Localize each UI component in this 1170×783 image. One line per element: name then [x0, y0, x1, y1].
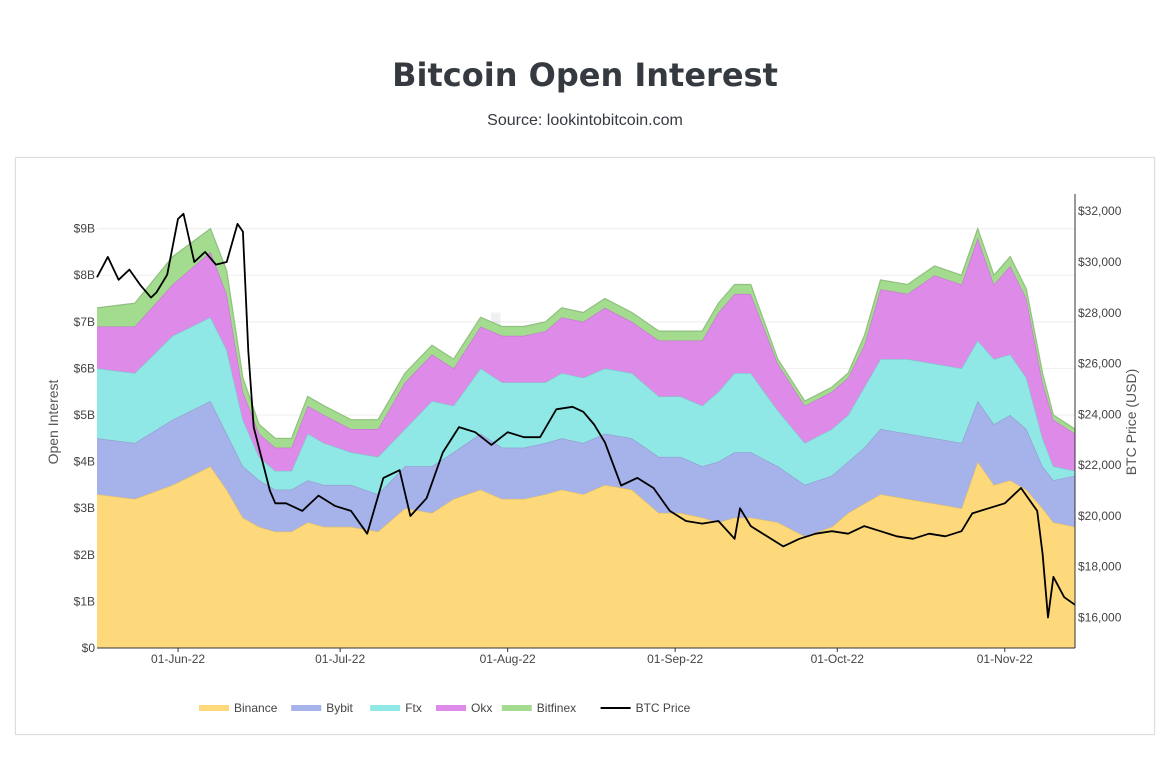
y-left-tick-label: $5B	[74, 408, 95, 422]
y-left-tick-label: $6B	[74, 361, 95, 375]
x-tick-label: 01-Jul-22	[315, 652, 365, 666]
legend-swatch-binance	[199, 705, 229, 711]
legend-item-bybit[interactable]: Bybit	[291, 701, 354, 715]
btc-price-layer	[96, 212, 1076, 619]
y-left-tick-label: $0	[82, 641, 96, 655]
chart-title: Bitcoin Open Interest	[392, 56, 778, 94]
axes: $0 $1B $2B $3B $4B $5B $6B $7B $8B $9B $16,000 $18,…	[74, 194, 1122, 666]
y-left-tick-label: $7B	[74, 315, 95, 329]
y-right-tick-label: $28,000	[1078, 306, 1122, 320]
stacked-areas	[96, 226, 1076, 648]
y-axis-left-title: Open Interest	[45, 379, 61, 464]
chart-subtitle: Source: lookintobitcoin.com	[487, 112, 683, 129]
legend-label-bitfinex: Bitfinex	[537, 701, 576, 715]
x-tick-label: 01-Oct-22	[811, 652, 865, 666]
x-tick-label: 01-Aug-22	[480, 652, 536, 666]
y-left-tick-label: $1B	[74, 594, 95, 608]
legend-item-okx[interactable]: Okx	[436, 701, 492, 715]
y-left-tick-label: $4B	[74, 455, 95, 469]
y-axis-right-title: BTC Price (USD)	[1123, 369, 1139, 476]
legend-item-bitfinex[interactable]: Bitfinex	[501, 701, 576, 715]
area-binance	[97, 461, 1075, 648]
y-right-tick-label: $22,000	[1078, 458, 1122, 472]
area-edge-bitfinex	[96, 226, 1076, 439]
legend-label-btc-price: BTC Price	[636, 701, 691, 715]
y-left-tick-label: $9B	[74, 222, 95, 236]
area-okx	[97, 237, 1075, 471]
y-right-tick-label: $20,000	[1078, 509, 1122, 523]
legend-swatch-okx	[436, 705, 466, 711]
y-left-tick-label: $8B	[74, 268, 95, 282]
x-tick-label: 01-Nov-22	[977, 652, 1033, 666]
area-bybit	[97, 401, 1075, 537]
y-left-tick-label: $3B	[74, 501, 95, 515]
legend-label-bybit: Bybit	[326, 701, 353, 715]
legend-item-btc-price[interactable]: BTC Price	[600, 701, 691, 715]
chart-container: look into bitcoin $0$1B$2B$3B$4B$5B$6B$7…	[15, 157, 1155, 735]
x-tick-label: 01-Jun-22	[151, 652, 205, 666]
legend-label-binance: Binance	[234, 701, 278, 715]
btc-price-line	[96, 212, 1076, 619]
y-right-tick-label: $30,000	[1078, 255, 1122, 269]
legend-label-ftx: Ftx	[405, 701, 422, 715]
y-right-tick-label: $32,000	[1078, 204, 1122, 218]
legend-swatch-bitfinex	[501, 705, 532, 711]
y-right-tick-label: $26,000	[1078, 357, 1122, 371]
open-interest-chart: look into bitcoin $0$1B$2B$3B$4B$5B$6B$7…	[45, 194, 1139, 715]
legend-label-okx: Okx	[471, 701, 492, 715]
legend-item-binance[interactable]: Binance	[199, 701, 278, 715]
area-bitfinex	[97, 228, 1075, 448]
y-right-tick-label: $24,000	[1078, 407, 1122, 421]
area-ftx	[97, 317, 1075, 495]
legend-swatch-ftx	[370, 705, 401, 711]
y-left-tick-label: $2B	[74, 548, 95, 562]
x-tick-label: 01-Sep-22	[647, 652, 703, 666]
legend: Binance Bybit Ftx Okx Bitfinex BTC Price	[199, 701, 691, 715]
legend-swatch-bybit	[291, 705, 322, 711]
legend-item-ftx[interactable]: Ftx	[370, 701, 422, 715]
y-right-tick-label: $16,000	[1078, 611, 1122, 625]
y-right-tick-label: $18,000	[1078, 560, 1122, 574]
